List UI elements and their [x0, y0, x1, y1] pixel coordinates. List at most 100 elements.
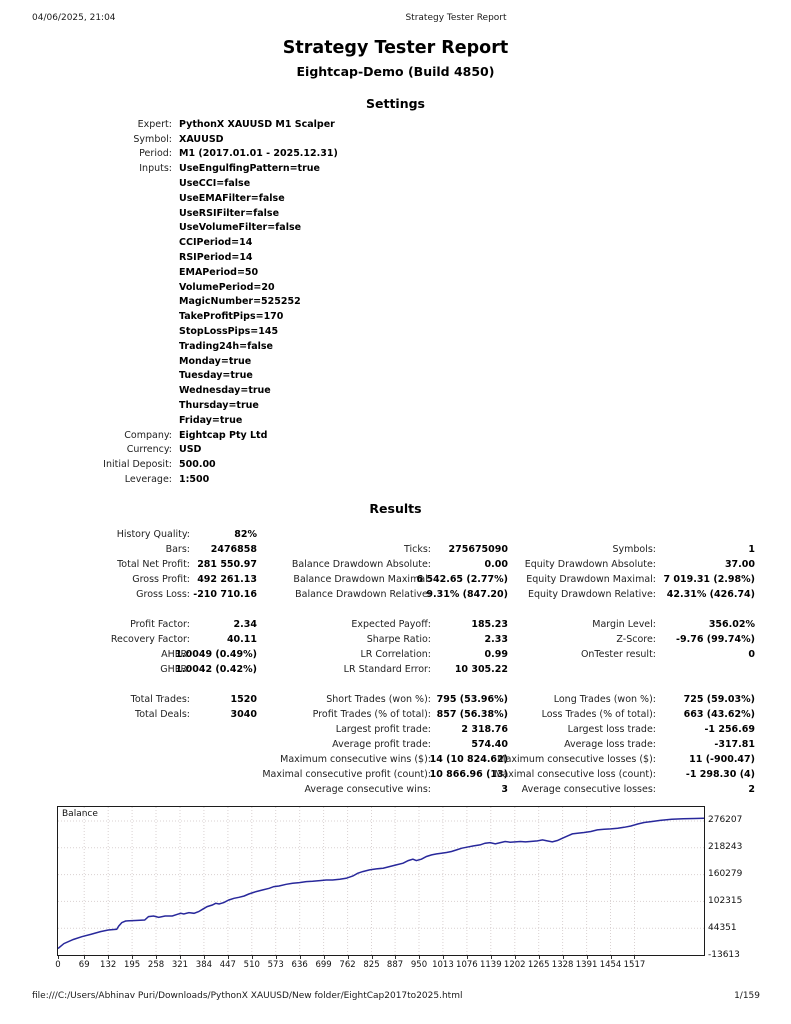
x-axis-tick	[156, 956, 158, 959]
results-row: Total Deals: 3040 Profit Trades (% of tota…	[0, 707, 755, 722]
results-value: 14 (10 824.62)	[429, 754, 508, 765]
results-value: 10 866.96 (13)	[429, 769, 508, 780]
results-value	[656, 662, 755, 677]
x-axis-label: 384	[195, 960, 213, 970]
results-label: History Quality:	[116, 529, 190, 540]
results-label: GHPR:	[160, 664, 190, 675]
y-axis-label: -13613	[708, 949, 740, 960]
settings-value: 1:500	[179, 474, 210, 486]
results-value: 2.34	[233, 619, 257, 630]
results-value	[190, 767, 257, 782]
settings-heading: Settings	[365, 96, 425, 111]
x-axis-label: 258	[147, 960, 165, 970]
footer-file-url: file:///C:/Users/Abhinav Puri/Downloads/…	[32, 991, 463, 1001]
settings-row: Trading24h=false	[0, 339, 791, 354]
x-axis-tick	[514, 956, 516, 959]
x-axis-label: 636	[291, 960, 308, 970]
results-label: Balance Drawdown Maximal:	[293, 574, 431, 585]
results-label: Largest profit trade:	[335, 724, 431, 735]
settings-row: StopLossPips=145	[0, 324, 791, 339]
results-value: 795 (53.96%)	[436, 694, 508, 705]
x-axis-tick	[227, 956, 229, 959]
x-axis-tick	[347, 956, 349, 959]
results-row: GHPR: 1.0042 (0.42%) LR Standard Error: 10 …	[0, 662, 755, 677]
settings-value: 500.00	[179, 459, 216, 471]
results-label: Z-Score:	[616, 634, 656, 645]
settings-row: EMAPeriod=50	[0, 265, 791, 280]
results-label: LR Correlation:	[360, 649, 432, 660]
settings-row: Tuesday=true	[0, 369, 791, 384]
results-value: 37.00	[724, 559, 755, 570]
x-axis-label: 762	[339, 960, 356, 970]
x-axis-label: 1076	[456, 960, 478, 970]
results-label: Maximum consecutive wins ($):	[280, 754, 431, 765]
results-value: 663 (43.62%)	[683, 709, 755, 720]
results-label: Symbols:	[612, 544, 656, 555]
results-value: 11 (-900.47)	[689, 754, 755, 765]
x-axis-label: 1265	[527, 960, 550, 970]
results-label: Sharpe Ratio:	[366, 634, 431, 645]
settings-value: MagicNumber=525252	[179, 296, 301, 308]
results-heading: Results	[369, 501, 422, 516]
x-axis-label: 699	[315, 960, 332, 970]
results-gap-row	[0, 602, 755, 617]
results-value	[656, 527, 755, 542]
settings-value: UseVolumeFilter=false	[179, 222, 302, 234]
settings-value: Eightcap Pty Ltd	[179, 429, 268, 441]
x-axis-label: 195	[123, 960, 141, 970]
settings-label: Currency:	[126, 444, 172, 456]
results-label: Total Net Profit:	[117, 559, 190, 570]
settings-value: Thursday=true	[179, 400, 259, 412]
settings-value: Monday=true	[179, 355, 252, 367]
report-subtitle: Eightcap-Demo (Build 4850)	[296, 64, 495, 79]
settings-row: UseCCI=false	[0, 176, 791, 191]
x-axis-tick	[586, 956, 588, 959]
settings-value: PythonX XAUUSD M1 Scalper	[179, 118, 335, 130]
results-label: Loss Trades (% of total):	[541, 709, 656, 720]
results-label: Balance Drawdown Relative:	[295, 589, 431, 600]
results-row: Gross Loss: -210 710.16 Balance Drawdown R…	[0, 587, 755, 602]
results-label: Largest loss trade:	[567, 724, 656, 735]
results-value: 725 (59.03%)	[683, 694, 755, 705]
settings-value: RSIPeriod=14	[179, 252, 253, 264]
results-row: Average profit trade: 574.40 Average loss …	[0, 737, 755, 752]
x-axis-tick	[490, 956, 492, 959]
results-value: 9.31% (847.20)	[426, 589, 508, 600]
results-row: Average consecutive wins: 3 Average consec…	[0, 782, 755, 797]
y-axis-label: 276207	[708, 815, 743, 826]
results-value: 2.33	[484, 634, 508, 645]
x-axis-tick	[562, 956, 564, 959]
settings-row: VolumePeriod=20	[0, 280, 791, 295]
x-axis-tick	[275, 956, 277, 959]
results-value: 1	[748, 544, 755, 555]
settings-label: Expert:	[137, 118, 172, 130]
results-value: 1.0042 (0.42%)	[175, 664, 257, 675]
results-value: 10 305.22	[454, 664, 508, 675]
x-axis-tick	[538, 956, 540, 959]
print-header-datetime: 04/06/2025, 21:04	[32, 13, 116, 23]
x-axis-tick	[634, 956, 636, 959]
results-value: 42.31% (426.74)	[666, 589, 755, 600]
settings-row: TakeProfitPips=170	[0, 309, 791, 324]
results-value	[190, 737, 257, 752]
settings-row: Expert: PythonX XAUUSD M1 Scalper	[0, 117, 791, 132]
settings-row: UseVolumeFilter=false	[0, 221, 791, 236]
x-axis-label: 510	[243, 960, 260, 970]
settings-row: Symbol: XAUUSD	[0, 132, 791, 147]
results-label: LR Standard Error:	[343, 664, 431, 675]
results-label: Expected Payoff:	[351, 619, 431, 630]
settings-value: EMAPeriod=50	[179, 266, 259, 278]
settings-value: TakeProfitPips=170	[179, 311, 284, 323]
x-axis-tick	[323, 956, 325, 959]
settings-label: Initial Deposit:	[103, 459, 172, 471]
results-value: 185.23	[471, 619, 508, 630]
footer-page-number: 1/159	[734, 991, 760, 1001]
results-value: 2 318.76	[461, 724, 508, 735]
results-row: Recovery Factor: 40.11 Sharpe Ratio: 2.33 Z-…	[0, 632, 755, 647]
settings-row: CCIPeriod=14	[0, 235, 791, 250]
x-axis-label: 447	[219, 960, 236, 970]
x-axis-label: 1391	[575, 960, 598, 970]
results-value	[190, 782, 257, 797]
settings-value: Tuesday=true	[179, 370, 253, 382]
x-axis-label: 1139	[479, 960, 502, 970]
